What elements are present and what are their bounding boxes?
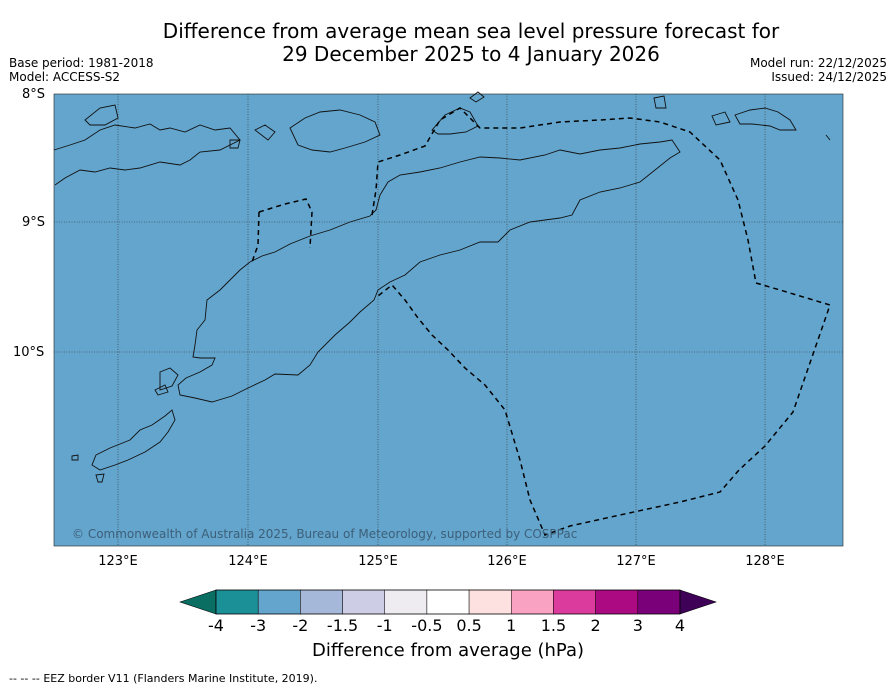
colorbar-tick-label: -3 [250,616,267,635]
colorbar-segment [637,589,681,615]
title-line-2: 29 December 2025 to 4 January 2026 [282,42,660,66]
lon-label-124e: 124°E [228,554,268,569]
colorbar-tick-label: 1.5 [540,616,567,635]
colorbar-segment [595,589,639,615]
meta-left: Base period: 1981-2018 Model: ACCESS-S2 [9,56,154,84]
colorbar-label: Difference from average (hPa) [311,640,585,661]
lat-label-9s: 9°S [22,215,46,230]
lon-label-123e: 123°E [98,554,138,569]
title-line-1: Difference from average mean sea level p… [162,19,780,43]
colorbar-segment [426,589,470,615]
chart-title: Difference from average mean sea level p… [0,20,896,66]
colorbar-tick-label: 0.5 [456,616,482,635]
colorbar-tick-label: -1.5 [326,616,359,635]
colorbar-tick-label: 3 [632,616,643,635]
colorbar-segments [215,589,681,615]
lat-label-10s: 10°S [13,345,45,360]
colorbar-segment [215,589,259,615]
lon-label-125e: 125°E [358,554,398,569]
colorbar-segment [342,589,385,615]
eez-border [251,107,831,536]
colorbar-segment [468,589,512,615]
colorbar-tick-label: 2 [590,616,601,635]
colorbar-tick-label: -1 [376,616,393,635]
colorbar-tick-label: -0.5 [411,616,443,635]
base-period: Base period: 1981-2018 [9,56,154,70]
eez-legend-symbol: -- -- -- [9,672,40,685]
colorbar-frame [215,589,681,615]
issued-date: Issued: 24/12/2025 [771,70,887,84]
meta-right: Model run: 22/12/2025 Issued: 24/12/2025 [750,56,887,84]
colorbar-segment [553,589,596,615]
model-run: Model run: 22/12/2025 [749,56,887,70]
colorbar-tick-label: 4 [674,616,686,635]
lon-label-127e: 127°E [616,554,656,569]
lon-label-126e: 126°E [487,554,527,569]
map-ocean-fill [53,93,844,547]
colorbar-tick-label: 1 [506,616,517,635]
footer-legend: -- -- -- EEZ border V11 (Flanders Marine… [9,672,317,685]
colorbar-segment [300,589,343,615]
model-name: Model: ACCESS-S2 [9,70,121,84]
colorbar-extend-low [179,589,217,615]
colorbar-segment [257,589,301,615]
lat-label-8s: 8°S [22,87,46,102]
eez-legend-text: EEZ border V11 (Flanders Marine Institut… [43,672,318,685]
colorbar-segment [384,589,428,615]
colorbar-segment [511,589,554,615]
lon-label-128e: 128°E [745,554,785,569]
colorbar-extend-high [679,589,717,615]
colorbar-tick-label: -2 [292,616,309,635]
map-copyright: © Commonwealth of Australia 2025, Bureau… [72,527,577,541]
colorbar-tick-label: -4 [208,616,224,635]
